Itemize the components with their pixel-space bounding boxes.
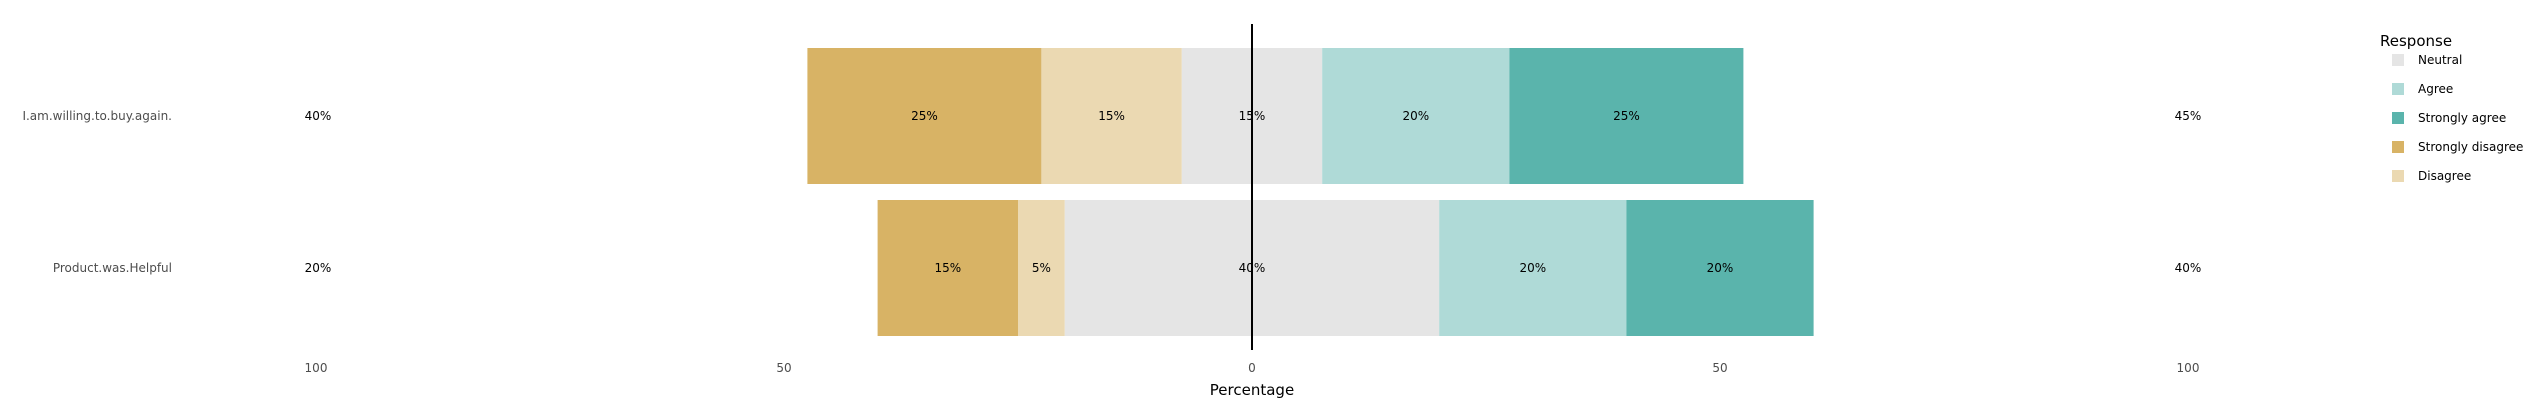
- x-tick-label: 50: [776, 361, 791, 375]
- segment-label: 25%: [911, 109, 938, 123]
- bar-segment: [877, 200, 1018, 336]
- legend-entry-label: Strongly disagree: [2418, 140, 2523, 154]
- item-label: Product.was.Helpful: [53, 261, 172, 275]
- right-total-label: 45%: [2175, 109, 2202, 123]
- x-tick-label: 0: [1248, 361, 1256, 375]
- bar-segment: [1018, 200, 1065, 336]
- bar-segment: [1322, 48, 1510, 184]
- legend-swatch: [2392, 170, 2404, 182]
- segment-label: 15%: [1098, 109, 1125, 123]
- segment-label: 20%: [1707, 261, 1734, 275]
- segment-label: 15%: [934, 261, 961, 275]
- x-tick-label: 50: [1712, 361, 1727, 375]
- item-label: I.am.willing.to.buy.again.: [22, 109, 172, 123]
- bar-segment: [1041, 48, 1182, 184]
- bars-layer: [807, 48, 1814, 336]
- legend-entry-label: Agree: [2418, 82, 2453, 96]
- segment-label: 5%: [1032, 261, 1051, 275]
- x-tick-label: 100: [305, 361, 328, 375]
- x-axis: 100 50 0 50 100: [305, 361, 2200, 375]
- bar-segment: [1509, 48, 1744, 184]
- legend-swatch: [2392, 83, 2404, 95]
- legend-swatch: [2392, 141, 2404, 153]
- x-tick-label: 100: [2177, 361, 2200, 375]
- legend-entry-label: Disagree: [2418, 169, 2471, 183]
- legend-swatch: [2392, 112, 2404, 124]
- legend-swatch: [2392, 54, 2404, 66]
- legend-entry-label: Strongly agree: [2418, 111, 2506, 125]
- legend-entry-label: Neutral: [2418, 53, 2462, 67]
- segment-label: 20%: [1519, 261, 1546, 275]
- left-total-label: 20%: [305, 261, 332, 275]
- bar-segment: [807, 48, 1042, 184]
- bar-segment: [1439, 200, 1627, 336]
- segment-label: 25%: [1613, 109, 1640, 123]
- x-axis-title: Percentage: [1210, 381, 1294, 399]
- segment-label: 20%: [1402, 109, 1429, 123]
- right-total-label: 40%: [2175, 261, 2202, 275]
- legend: Response Neutral Agree Strongly agree Stron…: [2380, 32, 2523, 183]
- legend-title: Response: [2380, 32, 2452, 50]
- left-total-label: 40%: [305, 109, 332, 123]
- bar-segment: [1626, 200, 1814, 336]
